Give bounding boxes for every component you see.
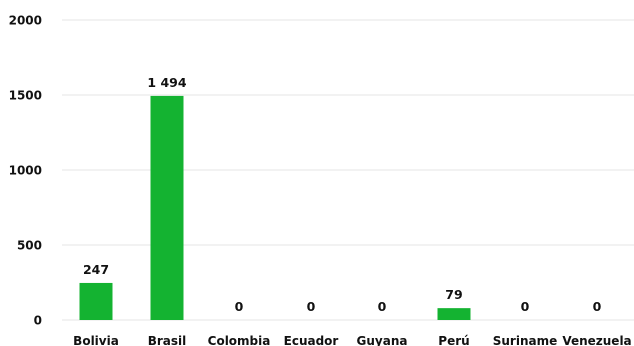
data-label: 79 bbox=[445, 287, 462, 302]
y-tick-label: 1000 bbox=[9, 164, 42, 178]
data-label: 1 494 bbox=[147, 75, 186, 90]
data-label: 0 bbox=[235, 299, 244, 314]
y-tick-label: 2000 bbox=[9, 14, 42, 28]
x-tick-label: Ecuador bbox=[284, 334, 339, 346]
data-labels: 247 1 494 0 0 0 79 0 0 bbox=[83, 75, 602, 314]
data-label: 0 bbox=[378, 299, 387, 314]
x-axis-ticks: Bolivia Brasil Colombia Ecuador Guyana Perú Su… bbox=[73, 334, 631, 346]
bars bbox=[79, 95, 471, 321]
data-label: 0 bbox=[307, 299, 316, 314]
data-label: 0 bbox=[521, 299, 530, 314]
y-tick-label: 500 bbox=[17, 239, 42, 253]
y-tick-label: 1500 bbox=[9, 89, 42, 103]
y-tick-label: 0 bbox=[34, 314, 42, 328]
bar-bolivia bbox=[79, 282, 113, 320]
x-tick-label: Brasil bbox=[148, 334, 187, 346]
bar-perú bbox=[437, 308, 471, 320]
x-tick-label: Bolivia bbox=[73, 334, 119, 346]
x-tick-label: Venezuela bbox=[562, 334, 631, 346]
x-tick-label: Suriname bbox=[493, 334, 558, 346]
data-label: 0 bbox=[593, 299, 602, 314]
x-tick-label: Guyana bbox=[357, 334, 408, 346]
data-label: 247 bbox=[83, 262, 109, 277]
x-tick-label: Perú bbox=[438, 334, 469, 346]
y-axis-ticks: 0 500 1000 1500 2000 bbox=[9, 14, 42, 328]
gridlines bbox=[62, 19, 634, 321]
x-tick-label: Colombia bbox=[208, 334, 271, 346]
bar-brasil bbox=[150, 95, 184, 321]
